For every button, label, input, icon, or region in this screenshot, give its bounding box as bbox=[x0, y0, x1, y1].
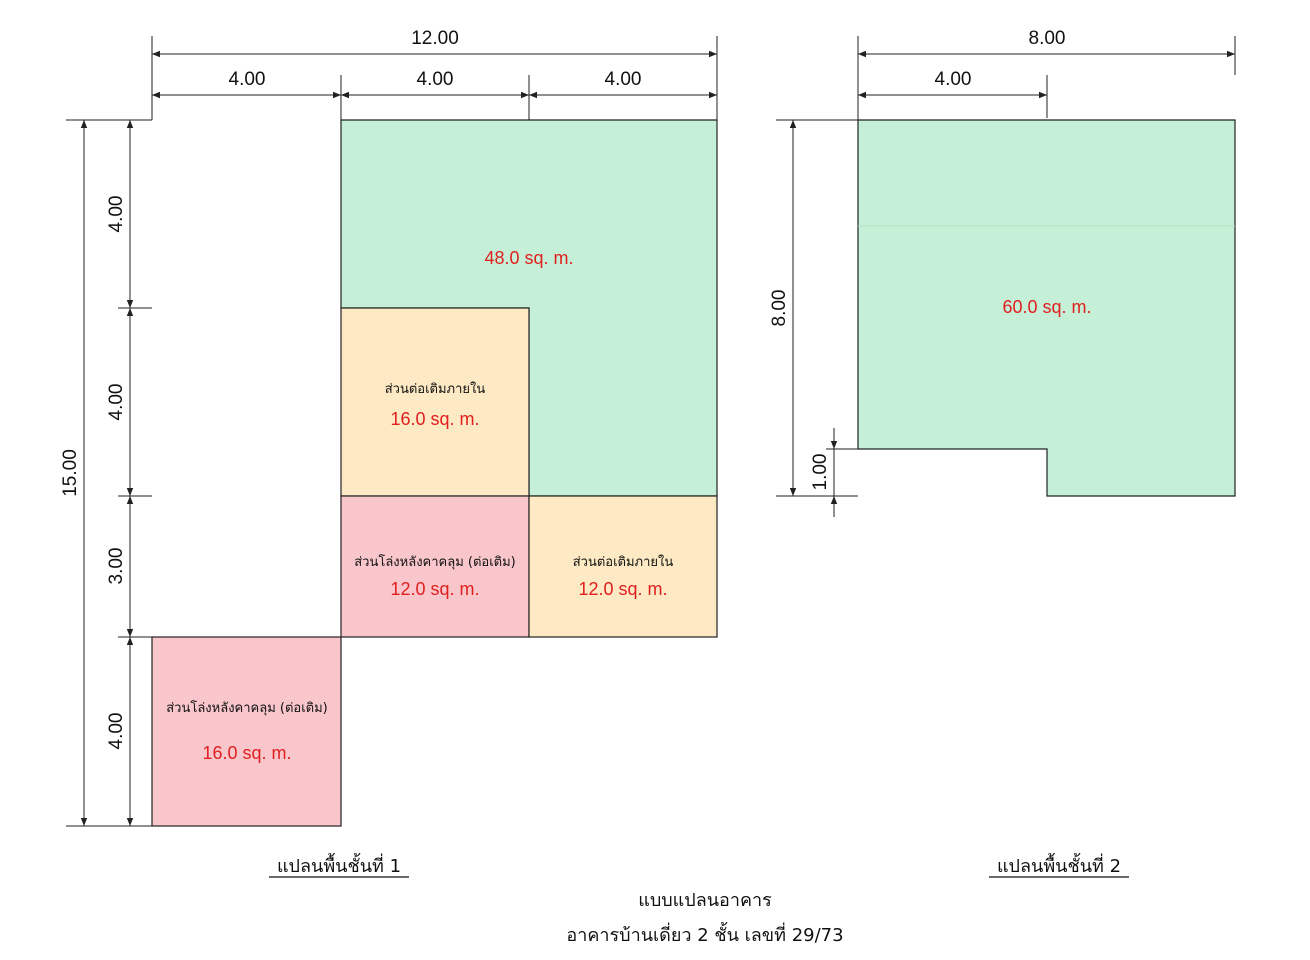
inner-extension-2-area: 12.0 sq. m. bbox=[578, 579, 667, 599]
room-inner-extension-2 bbox=[528, 495, 718, 638]
dim-plan1-total-width: 12.00 bbox=[411, 28, 459, 49]
dim-plan2-height: 8.00 bbox=[769, 290, 790, 327]
dim-plan1-seg1: 4.00 bbox=[229, 69, 266, 90]
plan1-left-dimensions bbox=[66, 119, 152, 827]
dim-plan2-step: 1.00 bbox=[810, 454, 831, 491]
plan2-area-value: 60.0 sq. m. bbox=[1002, 297, 1091, 317]
dim-plan1-h3: 3.00 bbox=[106, 548, 127, 585]
inner-extension-1-area: 16.0 sq. m. bbox=[390, 409, 479, 429]
dim-plan1-seg3: 4.00 bbox=[605, 69, 642, 90]
dim-plan1-h4: 4.00 bbox=[106, 713, 127, 750]
dim-plan2-total-width: 8.00 bbox=[1029, 28, 1066, 49]
covered-open-2-area: 16.0 sq. m. bbox=[202, 743, 291, 763]
covered-open-2-label: ส่วนโล่งหลังคาคลุม (ต่อเติม) bbox=[166, 700, 328, 716]
footer-title: แบบแปลนอาคาร bbox=[638, 890, 772, 911]
footer-subtitle: อาคารบ้านเดี่ยว 2 ชั้น เลขที่ 29/73 bbox=[566, 922, 843, 946]
dim-plan2-seg1: 4.00 bbox=[935, 69, 972, 90]
dim-plan1-h1: 4.00 bbox=[106, 196, 127, 233]
plan2-left-dimensions bbox=[776, 119, 858, 517]
plan1-title: แปลนพื้นชั้นที่ 1 bbox=[277, 853, 401, 877]
room-covered-open-2 bbox=[151, 636, 342, 827]
plan2-top-dimensions bbox=[857, 36, 1236, 120]
inner-extension-2-label: ส่วนต่อเติมภายใน bbox=[573, 554, 674, 570]
inner-extension-1-label: ส่วนต่อเติมภายใน bbox=[385, 381, 486, 397]
plan2-title: แปลนพื้นชั้นที่ 2 bbox=[997, 853, 1121, 877]
main-area-value: 48.0 sq. m. bbox=[484, 248, 573, 268]
dim-plan1-total-height: 15.00 bbox=[60, 449, 81, 497]
covered-open-1-label: ส่วนโล่งหลังคาคลุม (ต่อเติม) bbox=[354, 554, 516, 570]
covered-open-1-area: 12.0 sq. m. bbox=[390, 579, 479, 599]
room-inner-extension-1 bbox=[340, 307, 530, 497]
dim-plan1-seg2: 4.00 bbox=[417, 69, 454, 90]
room-covered-open-1 bbox=[340, 495, 530, 638]
dim-plan1-h2: 4.00 bbox=[106, 384, 127, 421]
